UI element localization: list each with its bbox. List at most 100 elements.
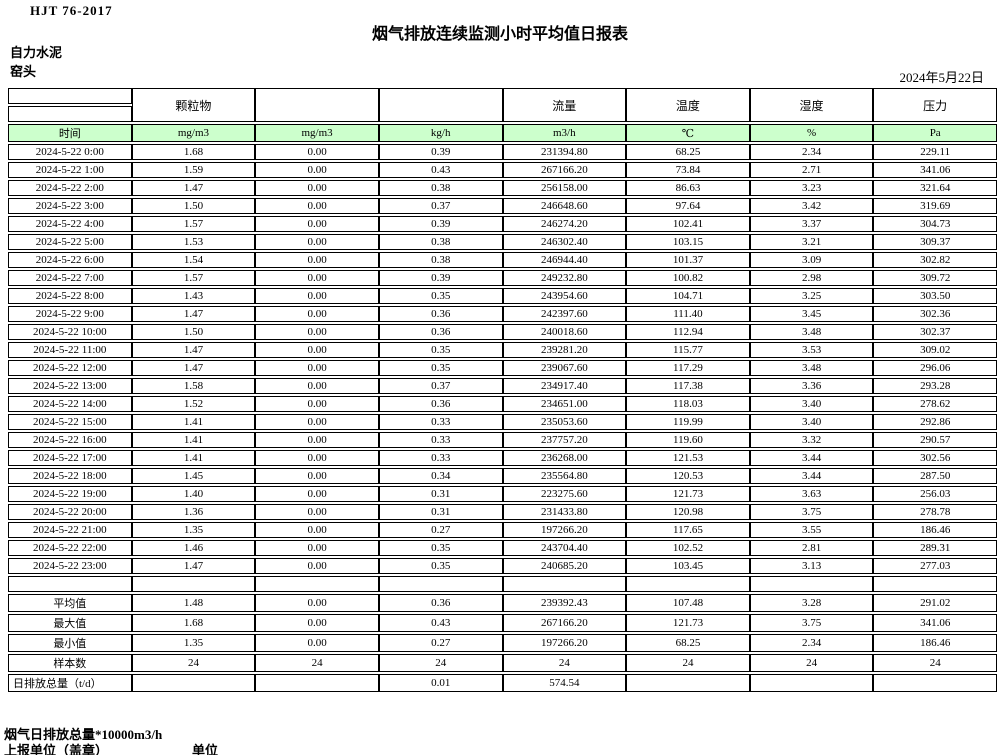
- value-cell: 309.37: [873, 234, 997, 250]
- value-cell: 3.42: [749, 198, 874, 214]
- emissions-data-table: 颗粒物 流量 温度 湿度 压力 时间 mg/m3 mg/m3 kg/h m3/h ℃% Pa 2024…: [8, 86, 997, 694]
- value-cell: 115.77: [626, 342, 750, 358]
- value-cell: 3.55: [749, 522, 874, 538]
- value-cell: 0.34: [378, 468, 503, 484]
- spacer-cell: [873, 576, 997, 592]
- value-cell: 117.29: [626, 360, 750, 376]
- unit-header-cell: ℃: [626, 124, 750, 142]
- summary-value-cell: 1.35: [131, 634, 256, 652]
- value-cell: 1.41: [131, 450, 256, 466]
- value-cell: 0.00: [255, 378, 379, 394]
- table-row: 2024-5-22 7:00 1.57 0.00 0.39 249232.80 100.8…: [8, 270, 997, 286]
- value-cell: 302.82: [873, 252, 997, 268]
- table-row: 2024-5-22 18:00 1.45 0.00 0.34 235564.80 120.…: [8, 468, 997, 484]
- value-cell: 0.39: [378, 216, 503, 232]
- time-cell: 2024-5-22 4:00: [8, 216, 132, 232]
- monitor-point-name: 窑头: [10, 64, 37, 79]
- value-cell: 0.00: [255, 432, 379, 448]
- value-cell: 117.65: [626, 522, 750, 538]
- table-row: 2024-5-22 13:00 1.58 0.00 0.37 234917.40 117.…: [8, 378, 997, 394]
- summary-value-cell: 0.36: [378, 594, 503, 612]
- value-cell: 1.45: [131, 468, 256, 484]
- table-row: 2024-5-22 11:00 1.47 0.00 0.35 239281.20 115.…: [8, 342, 997, 358]
- summary-value-cell: 0.00: [255, 614, 379, 632]
- summary-value-cell: 0.00: [255, 634, 379, 652]
- group-header-cell: 颗粒物: [131, 88, 256, 122]
- time-cell: 2024-5-22 23:00: [8, 558, 132, 574]
- unit-header-cell: mg/m3: [131, 124, 256, 142]
- table-row: 2024-5-22 16:00 1.41 0.00 0.33 237757.20 119.…: [8, 432, 997, 448]
- table-row: 2024-5-22 22:00 1.46 0.00 0.35 243704.40 102.…: [8, 540, 997, 556]
- value-cell: 0.00: [255, 396, 379, 412]
- summary-value-cell: 0.27: [378, 634, 503, 652]
- value-cell: 3.25: [749, 288, 874, 304]
- value-cell: 237757.20: [502, 432, 627, 448]
- value-cell: 235053.60: [502, 414, 627, 430]
- summary-row: 平均值 1.48 0.00 0.36 239392.43 107.48 3.28 291.02: [8, 594, 997, 612]
- value-cell: 0.39: [378, 144, 503, 160]
- value-cell: 231394.80: [502, 144, 627, 160]
- value-cell: 102.41: [626, 216, 750, 232]
- value-cell: 234651.00: [502, 396, 627, 412]
- group-header-subrow: [8, 106, 997, 122]
- value-cell: 104.71: [626, 288, 750, 304]
- value-cell: 73.84: [626, 162, 750, 178]
- table-row: 2024-5-22 8:00 1.43 0.00 0.35 243954.60 104.7…: [8, 288, 997, 304]
- value-cell: 0.35: [378, 540, 503, 556]
- value-cell: 0.00: [255, 216, 379, 232]
- value-cell: 309.72: [873, 270, 997, 286]
- value-cell: 0.38: [378, 234, 503, 250]
- value-cell: 267166.20: [502, 162, 627, 178]
- value-cell: 0.00: [255, 468, 379, 484]
- time-cell: 2024-5-22 15:00: [8, 414, 132, 430]
- time-cell: 2024-5-22 6:00: [8, 252, 132, 268]
- table-row: 2024-5-22 12:00 1.47 0.00 0.35 239067.60 117.…: [8, 360, 997, 376]
- table-row: 2024-5-22 14:00 1.52 0.00 0.36 234651.00 118.…: [8, 396, 997, 412]
- value-cell: 121.53: [626, 450, 750, 466]
- time-cell: 2024-5-22 9:00: [8, 306, 132, 322]
- value-cell: 1.47: [131, 360, 256, 376]
- summary-value-cell: 341.06: [873, 614, 997, 632]
- value-cell: 0.00: [255, 198, 379, 214]
- value-cell: 68.25: [626, 144, 750, 160]
- value-cell: 1.47: [131, 306, 256, 322]
- value-cell: 97.64: [626, 198, 750, 214]
- time-cell: 2024-5-22 14:00: [8, 396, 132, 412]
- summary-value-cell: 239392.43: [502, 594, 627, 612]
- report-unit-label: 上报单位（盖章）: [4, 743, 109, 755]
- value-cell: 0.00: [255, 324, 379, 340]
- unit-header-cell: mg/m3: [255, 124, 379, 142]
- summary-value-cell: 24: [255, 654, 379, 672]
- value-cell: 246302.40: [502, 234, 627, 250]
- time-cell: 2024-5-22 12:00: [8, 360, 132, 376]
- time-cell: 2024-5-22 3:00: [8, 198, 132, 214]
- value-cell: 186.46: [873, 522, 997, 538]
- table-row: 2024-5-22 2:00 1.47 0.00 0.38 256158.00 86.63…: [8, 180, 997, 196]
- daily-total-value-cell: 0.01: [378, 674, 503, 692]
- value-cell: 3.09: [749, 252, 874, 268]
- spacer-cell: [8, 576, 132, 592]
- spacer-cell: [502, 576, 627, 592]
- daily-total-label-cell: 日排放总量（t/d）: [8, 674, 132, 692]
- value-cell: 3.40: [749, 396, 874, 412]
- table-row: 2024-5-22 17:00 1.41 0.00 0.33 236268.00 121.…: [8, 450, 997, 466]
- value-cell: 0.00: [255, 558, 379, 574]
- time-cell: 2024-5-22 22:00: [8, 540, 132, 556]
- summary-value-cell: 2.34: [749, 634, 874, 652]
- summary-label-cell: 最小值: [8, 634, 132, 652]
- value-cell: 3.63: [749, 486, 874, 502]
- value-cell: 1.47: [131, 180, 256, 196]
- summary-row: 最小值 1.35 0.00 0.27 197266.20 68.25 2.34 186.46: [8, 634, 997, 652]
- value-cell: 278.78: [873, 504, 997, 520]
- value-cell: 1.40: [131, 486, 256, 502]
- table-row: 2024-5-22 1:00 1.59 0.00 0.43 267166.20 73.84…: [8, 162, 997, 178]
- spacer-cell: [378, 576, 503, 592]
- summary-value-cell: 121.73: [626, 614, 750, 632]
- table-row: 2024-5-22 15:00 1.41 0.00 0.33 235053.60 119.…: [8, 414, 997, 430]
- value-cell: 0.00: [255, 252, 379, 268]
- value-cell: 321.64: [873, 180, 997, 196]
- value-cell: 0.37: [378, 198, 503, 214]
- value-cell: 0.38: [378, 180, 503, 196]
- table-row: 2024-5-22 20:00 1.36 0.00 0.31 231433.80 120.…: [8, 504, 997, 520]
